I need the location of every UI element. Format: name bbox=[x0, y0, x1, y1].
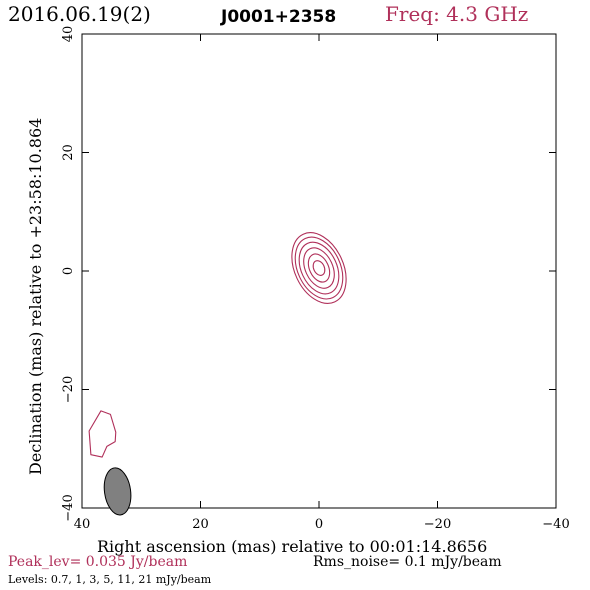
axis-ticks bbox=[81, 33, 557, 509]
y-tick-label: 40 bbox=[61, 26, 76, 43]
contour-core bbox=[307, 253, 331, 283]
contour-core bbox=[312, 260, 326, 276]
contour-layer bbox=[88, 232, 347, 458]
x-tick-label: −40 bbox=[542, 517, 569, 532]
y-tick-label: −40 bbox=[61, 494, 76, 521]
plot-frame bbox=[81, 33, 557, 509]
header-date: 2016.06.19(2) bbox=[8, 2, 151, 26]
y-tick-label: −20 bbox=[61, 376, 76, 403]
peak-level: Peak_lev= 0.035 Jy/beam bbox=[8, 554, 187, 570]
y-tick-label: 0 bbox=[61, 267, 76, 275]
x-tick-labels: 40 20 0 −20 −40 bbox=[74, 517, 570, 532]
header-source: J0001+2358 bbox=[220, 7, 336, 27]
contour-feature bbox=[88, 410, 117, 458]
x-tick-label: 0 bbox=[315, 517, 323, 532]
contour-core bbox=[294, 236, 344, 300]
beam-ellipse bbox=[103, 467, 132, 516]
contour-core bbox=[291, 232, 347, 304]
contour-core bbox=[298, 241, 340, 295]
contour-levels: Levels: 0.7, 1, 3, 5, 11, 21 mJy/beam bbox=[8, 573, 212, 586]
contour-core bbox=[303, 247, 335, 289]
beam-layer bbox=[103, 467, 132, 516]
x-tick-label: 40 bbox=[74, 517, 91, 532]
y-axis-label: Declination (mas) relative to +23:58:10.… bbox=[26, 118, 45, 475]
x-axis-label: Right ascension (mas) relative to 00:01:… bbox=[97, 537, 487, 556]
header-frequency: Freq: 4.3 GHz bbox=[385, 2, 528, 26]
rms-noise: Rms_noise= 0.1 mJy/beam bbox=[313, 554, 502, 570]
y-tick-labels: −40 −20 0 20 40 bbox=[61, 26, 76, 522]
y-tick-label: 20 bbox=[61, 144, 76, 161]
x-tick-label: −20 bbox=[424, 517, 451, 532]
x-tick-label: 20 bbox=[192, 517, 209, 532]
